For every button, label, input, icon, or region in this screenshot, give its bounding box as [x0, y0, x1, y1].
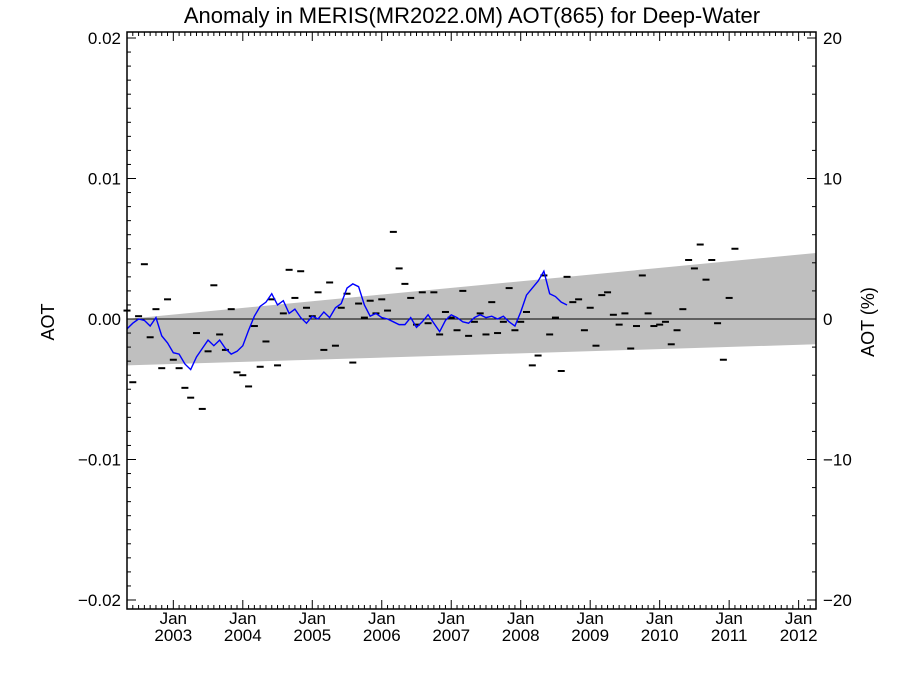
x-tick-label-month: Jan — [160, 609, 187, 628]
x-tick-label-month: Jan — [438, 609, 465, 628]
y-tick-label-left: 0.02 — [88, 29, 121, 48]
y-axis-title-left: AOT — [38, 303, 58, 340]
y-tick-label-right: 20 — [823, 29, 842, 48]
x-tick-label-year: 2006 — [363, 626, 401, 645]
smoothed-series-line — [126, 269, 568, 371]
y-tick-label-left: 0.01 — [88, 170, 121, 189]
x-tick-label-month: Jan — [507, 609, 534, 628]
y-tick-label-left: −0.02 — [78, 591, 121, 610]
x-tick-label-year: 2007 — [432, 626, 470, 645]
x-tick-label-year: 2003 — [154, 626, 192, 645]
y-tick-label-right: 10 — [823, 170, 842, 189]
x-tick-label-month: Jan — [576, 609, 603, 628]
x-tick-label-year: 2004 — [224, 626, 262, 645]
x-tick-label-month: Jan — [229, 609, 256, 628]
y-tick-label-right: −20 — [823, 591, 852, 610]
x-tick-label-month: Jan — [299, 609, 326, 628]
chart-title: Anomaly in MERIS(MR2022.0M) AOT(865) for… — [184, 3, 760, 28]
y-tick-label-left: −0.01 — [78, 451, 121, 470]
x-tick-label-year: 2010 — [641, 626, 679, 645]
x-tick-label-year: 2005 — [293, 626, 331, 645]
x-tick-label-month: Jan — [368, 609, 395, 628]
uncertainty-band — [127, 252, 816, 366]
x-tick-label-year: 2012 — [780, 626, 818, 645]
x-tick-label-year: 2009 — [571, 626, 609, 645]
x-tick-label-year: 2011 — [711, 626, 748, 645]
plot-frame — [126, 31, 817, 610]
y-tick-label-right: 0 — [823, 310, 832, 329]
x-tick-label-month: Jan — [785, 609, 812, 628]
x-tick-label-year: 2008 — [502, 626, 540, 645]
x-tick-label-month: Jan — [646, 609, 673, 628]
y-tick-label-right: −10 — [823, 451, 852, 470]
monthly-markers — [123, 230, 739, 410]
y-axis-title-right: AOT (%) — [858, 287, 878, 357]
axis-ticks — [126, 32, 817, 609]
x-tick-label-month: Jan — [715, 609, 742, 628]
y-tick-label-left: 0.00 — [88, 310, 121, 329]
